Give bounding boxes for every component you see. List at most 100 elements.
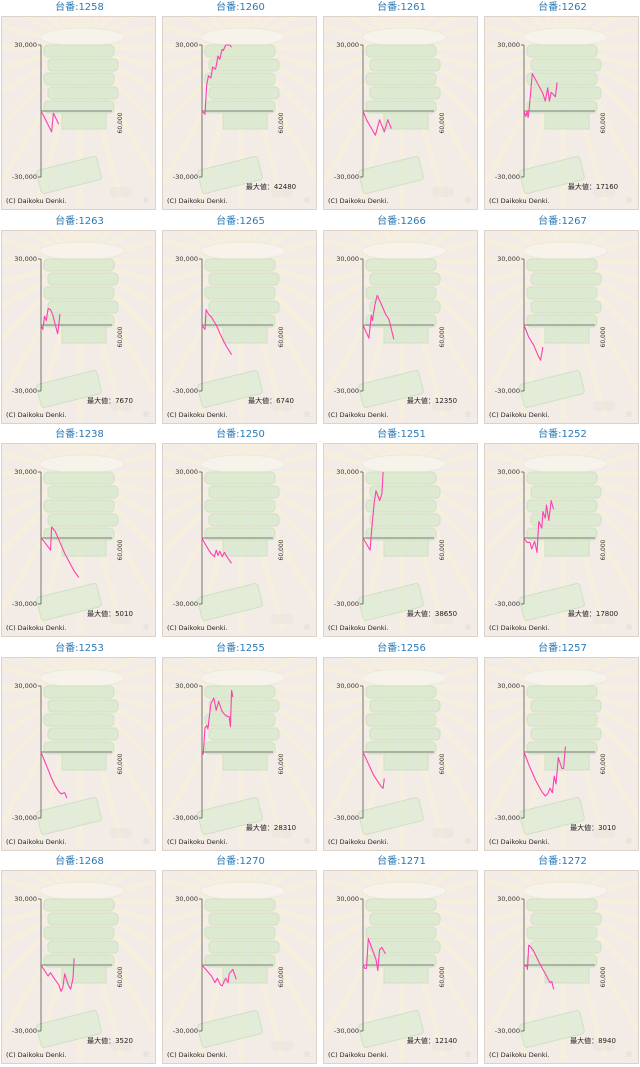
y-tick-label: 30,000 — [336, 682, 359, 690]
x-max-label: 60,000 — [278, 753, 285, 774]
max-value-label: 最大値：17160 — [568, 182, 618, 191]
machine-illustration — [358, 881, 454, 1051]
graph-panel: 30,000 -30,000 60,000 最大値：6740 (C) Daikoku D… — [162, 230, 317, 424]
x-max-label: 60,000 — [278, 966, 285, 987]
line-chart: 30,000 -30,000 60,000 最大値：42480 (C) Daikoku … — [163, 17, 316, 207]
copyright-text: (C) Daikoku Denki. — [167, 624, 228, 632]
machine-number-title[interactable]: 台番:1257 — [538, 643, 587, 654]
copyright-text: (C) Daikoku Denki. — [328, 838, 389, 846]
graph-panel: 30,000 -30,000 60,000 最大値：8940 (C) Daikoku D… — [484, 870, 639, 1064]
graph-panel: 30,000 -30,000 60,000 最大値：7670 (C) Daikoku D… — [1, 230, 156, 424]
machine-illustration — [519, 27, 615, 197]
x-max-label: 60,000 — [600, 112, 607, 133]
y-tick-label: 30,000 — [14, 41, 37, 49]
machine-number-title[interactable]: 台番:1263 — [55, 216, 104, 227]
y-tick-label: -30,000 — [495, 814, 520, 822]
machine-number-title[interactable]: 台番:1260 — [216, 2, 265, 13]
copyright-text: (C) Daikoku Denki. — [489, 838, 550, 846]
line-chart: 30,000 -30,000 60,000 最大値：6740 (C) Daikoku D… — [163, 231, 316, 421]
y-tick-label: 30,000 — [175, 468, 198, 476]
line-chart: 30,000 -30,000 60,000 (C) Daikoku Denki. — [2, 658, 155, 848]
y-tick-label: -30,000 — [495, 387, 520, 395]
copyright-text: (C) Daikoku Denki. — [6, 197, 67, 205]
machine-number-title[interactable]: 台番:1238 — [55, 429, 104, 440]
y-tick-label: 30,000 — [14, 682, 37, 690]
y-tick-label: 30,000 — [336, 895, 359, 903]
graph-card: 台番:1270 30,000 -30,000 60,000 (C) Daikoku De… — [161, 854, 320, 1067]
difference-line — [523, 73, 558, 119]
difference-line — [523, 324, 544, 361]
x-max-label: 60,000 — [600, 539, 607, 560]
y-tick-label: -30,000 — [173, 173, 198, 181]
graph-card: 台番:1261 30,000 -30,000 60,000 (C) Daikoku De… — [322, 0, 481, 213]
copyright-text: (C) Daikoku Denki. — [489, 197, 550, 205]
x-max-label: 60,000 — [278, 539, 285, 560]
corner-dot-icon — [465, 411, 471, 417]
y-tick-label: 30,000 — [14, 468, 37, 476]
machine-number-title[interactable]: 台番:1252 — [538, 429, 587, 440]
copyright-text: (C) Daikoku Denki. — [328, 197, 389, 205]
y-tick-label: -30,000 — [12, 1027, 37, 1035]
x-max-label: 60,000 — [600, 966, 607, 987]
machine-number-title[interactable]: 台番:1272 — [538, 856, 587, 867]
x-max-label: 60,000 — [117, 326, 124, 347]
machine-illustration — [358, 241, 454, 411]
machine-number-title[interactable]: 台番:1258 — [55, 2, 104, 13]
y-tick-label: -30,000 — [173, 387, 198, 395]
machine-number-title[interactable]: 台番:1267 — [538, 216, 587, 227]
corner-dot-icon — [465, 1051, 471, 1057]
corner-dot-icon — [465, 624, 471, 630]
machine-number-title[interactable]: 台番:1256 — [377, 643, 426, 654]
machine-number-title[interactable]: 台番:1262 — [538, 2, 587, 13]
y-tick-label: 30,000 — [497, 41, 520, 49]
copyright-text: (C) Daikoku Denki. — [328, 1051, 389, 1059]
y-tick-label: -30,000 — [173, 600, 198, 608]
line-chart: 30,000 -30,000 60,000 最大値：17800 (C) Daikoku … — [485, 444, 638, 634]
copyright-text: (C) Daikoku Denki. — [489, 1051, 550, 1059]
difference-line — [362, 938, 386, 972]
x-max-label: 60,000 — [117, 753, 124, 774]
line-chart: 30,000 -30,000 60,000 最大値：7670 (C) Daikoku D… — [2, 231, 155, 421]
machine-number-title[interactable]: 台番:1271 — [377, 856, 426, 867]
machine-number-title[interactable]: 台番:1265 — [216, 216, 265, 227]
corner-dot-icon — [304, 624, 310, 630]
line-chart: 30,000 -30,000 60,000 最大値：3010 (C) Daikoku D… — [485, 658, 638, 848]
graph-card: 台番:1252 30,000 -30,000 60,000 最大値：17800 (C) D… — [483, 427, 640, 640]
difference-line — [523, 746, 566, 797]
corner-dot-icon — [465, 197, 471, 203]
machine-number-title[interactable]: 台番:1261 — [377, 2, 426, 13]
x-max-label: 60,000 — [439, 539, 446, 560]
line-chart: 30,000 -30,000 60,000 最大値：5010 (C) Daikoku D… — [2, 444, 155, 634]
y-tick-label: -30,000 — [495, 173, 520, 181]
graph-panel: 30,000 -30,000 60,000 最大値：3520 (C) Daikoku D… — [1, 870, 156, 1064]
max-value-label: 最大値：17800 — [568, 609, 618, 618]
machine-number-title[interactable]: 台番:1255 — [216, 643, 265, 654]
machine-number-title[interactable]: 台番:1253 — [55, 643, 104, 654]
corner-dot-icon — [143, 1051, 149, 1057]
line-chart: 30,000 -30,000 60,000 最大値：28310 (C) Daikoku … — [163, 658, 316, 848]
machine-number-title[interactable]: 台番:1268 — [55, 856, 104, 867]
machine-number-title[interactable]: 台番:1266 — [377, 216, 426, 227]
machine-number-title[interactable]: 台番:1250 — [216, 429, 265, 440]
difference-line — [40, 110, 60, 133]
difference-line — [362, 751, 385, 789]
graph-panel: 30,000 -30,000 60,000 (C) Daikoku Denki. — [323, 16, 478, 210]
machine-number-title[interactable]: 台番:1251 — [377, 429, 426, 440]
graph-card: 台番:1268 30,000 -30,000 60,000 最大値：3520 (C) Da… — [0, 854, 159, 1067]
graph-card: 台番:1272 30,000 -30,000 60,000 最大値：8940 (C) Da… — [483, 854, 640, 1067]
line-chart: 30,000 -30,000 60,000 最大値：8940 (C) Daikoku D… — [485, 871, 638, 1061]
difference-line — [40, 307, 61, 335]
copyright-text: (C) Daikoku Denki. — [489, 624, 550, 632]
graph-panel: 30,000 -30,000 60,000 (C) Daikoku Denki. — [162, 443, 317, 637]
graph-panel: 30,000 -30,000 60,000 (C) Daikoku Denki. — [323, 657, 478, 851]
graph-card: 台番:1260 30,000 -30,000 60,000 最大値：42480 (C) D… — [161, 0, 320, 213]
difference-line — [523, 944, 555, 990]
y-tick-label: 30,000 — [336, 255, 359, 263]
difference-line — [201, 309, 233, 355]
machine-number-title[interactable]: 台番:1270 — [216, 856, 265, 867]
graph-card: 台番:1250 30,000 -30,000 60,000 (C) Daikoku De… — [161, 427, 320, 640]
y-tick-label: 30,000 — [497, 895, 520, 903]
corner-dot-icon — [626, 197, 632, 203]
x-max-label: 60,000 — [117, 539, 124, 560]
